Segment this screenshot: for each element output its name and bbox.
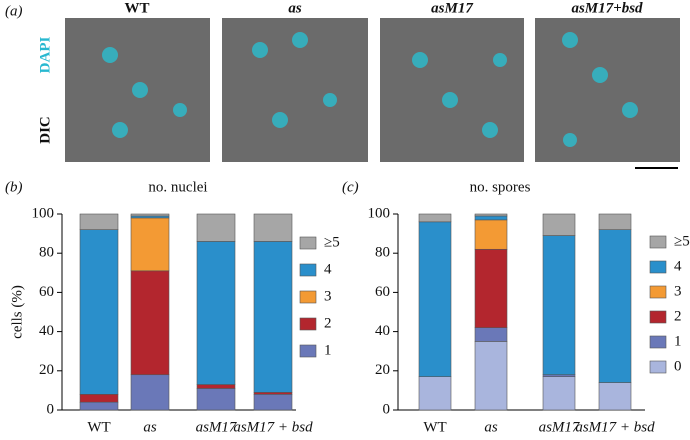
x-tick-label: WT bbox=[87, 419, 110, 435]
bar-segment bbox=[253, 394, 293, 411]
legend-swatch bbox=[299, 317, 317, 331]
legend-label: ≥5 bbox=[324, 234, 340, 250]
legend-label: 1 bbox=[324, 342, 332, 358]
legend-swatch bbox=[299, 263, 317, 277]
y-tick-label: 20 bbox=[39, 362, 54, 378]
legend-label: 2 bbox=[674, 308, 682, 324]
y-axis-label: cells (%) bbox=[9, 285, 25, 339]
x-tick-label: asM17 + bsd bbox=[233, 419, 313, 435]
micrograph bbox=[380, 18, 524, 162]
legend-label: 4 bbox=[324, 261, 332, 277]
column-label: WT bbox=[124, 0, 149, 16]
y-tick-label: 60 bbox=[375, 284, 390, 300]
x-tick-label: WT bbox=[423, 419, 446, 435]
bar-segment bbox=[418, 213, 452, 223]
bar-segment bbox=[79, 394, 119, 403]
bar-segment bbox=[253, 241, 293, 393]
bar-segment bbox=[79, 213, 119, 230]
y-tick-label: 40 bbox=[375, 323, 390, 339]
bar-segment bbox=[196, 241, 236, 385]
bar-segment bbox=[196, 384, 236, 389]
legend-swatch bbox=[299, 344, 317, 358]
y-tick-label: 80 bbox=[375, 245, 390, 261]
legend-swatch bbox=[649, 285, 667, 299]
y-tick-label: 100 bbox=[32, 205, 55, 221]
y-tick-label: 0 bbox=[383, 401, 391, 417]
column-label: asM17+bsd bbox=[571, 0, 643, 16]
chart-title: no. spores bbox=[470, 179, 531, 195]
bar-segment bbox=[79, 229, 119, 395]
bar-segment bbox=[130, 217, 170, 272]
y-tick-label: 100 bbox=[368, 205, 391, 221]
x-tick-label: asM17 bbox=[539, 419, 581, 435]
bar-segment bbox=[474, 341, 508, 411]
bar-segment bbox=[418, 376, 452, 411]
x-tick-label: asM17 + bsd bbox=[575, 419, 655, 435]
legend-swatch bbox=[649, 235, 667, 249]
bar-segment bbox=[598, 382, 632, 411]
legend-swatch bbox=[649, 310, 667, 324]
stain-label: DAPI bbox=[37, 37, 53, 74]
y-tick-label: 40 bbox=[39, 323, 54, 339]
micrographs bbox=[65, 18, 680, 169]
legend-label: 3 bbox=[324, 288, 332, 304]
legend-swatch bbox=[649, 260, 667, 274]
bar-segment bbox=[474, 248, 508, 328]
panel-label: (a) bbox=[5, 3, 23, 19]
legend-swatch bbox=[299, 236, 317, 250]
bar-segment bbox=[79, 401, 119, 411]
bar-segment bbox=[130, 270, 170, 376]
y-tick-label: 20 bbox=[375, 362, 390, 378]
panel-label: (b) bbox=[5, 179, 23, 195]
legend-label: ≥5 bbox=[674, 233, 690, 249]
column-label: asM17 bbox=[431, 0, 473, 16]
y-tick-label: 0 bbox=[47, 401, 55, 417]
bar-segment bbox=[542, 213, 576, 236]
y-tick-label: 80 bbox=[39, 245, 54, 261]
chart-title: no. nuclei bbox=[148, 179, 207, 195]
x-tick-label: as bbox=[143, 419, 157, 435]
bar-segment bbox=[130, 213, 170, 217]
legend-label: 1 bbox=[674, 333, 682, 349]
bar-segment bbox=[598, 229, 632, 383]
legend-label: 4 bbox=[674, 258, 682, 274]
legend-label: 2 bbox=[324, 315, 332, 331]
panel-label: (c) bbox=[342, 179, 359, 195]
bar-segment bbox=[196, 213, 236, 242]
y-tick-label: 60 bbox=[39, 284, 54, 300]
legend-label: 0 bbox=[674, 358, 682, 374]
bar-segment bbox=[474, 327, 508, 342]
stain-label: DIC bbox=[37, 116, 53, 144]
bar-segment bbox=[598, 213, 632, 230]
x-tick-label: asM17 bbox=[196, 419, 238, 435]
bar-segment bbox=[253, 213, 293, 242]
legend-label: 3 bbox=[674, 283, 682, 299]
bar-segment bbox=[130, 374, 170, 411]
bar-segment bbox=[474, 219, 508, 250]
column-label: as bbox=[288, 0, 302, 16]
bar-segment bbox=[474, 215, 508, 221]
bar-segment bbox=[196, 388, 236, 411]
bar-segment bbox=[474, 213, 508, 217]
micrograph bbox=[535, 18, 680, 162]
bar-segment bbox=[418, 221, 452, 377]
legend-swatch bbox=[299, 290, 317, 304]
legend-swatch bbox=[649, 360, 667, 374]
x-tick-label: as bbox=[484, 419, 498, 435]
bar-segment bbox=[542, 235, 576, 376]
bar-segment bbox=[542, 376, 576, 411]
legend-swatch bbox=[649, 335, 667, 349]
